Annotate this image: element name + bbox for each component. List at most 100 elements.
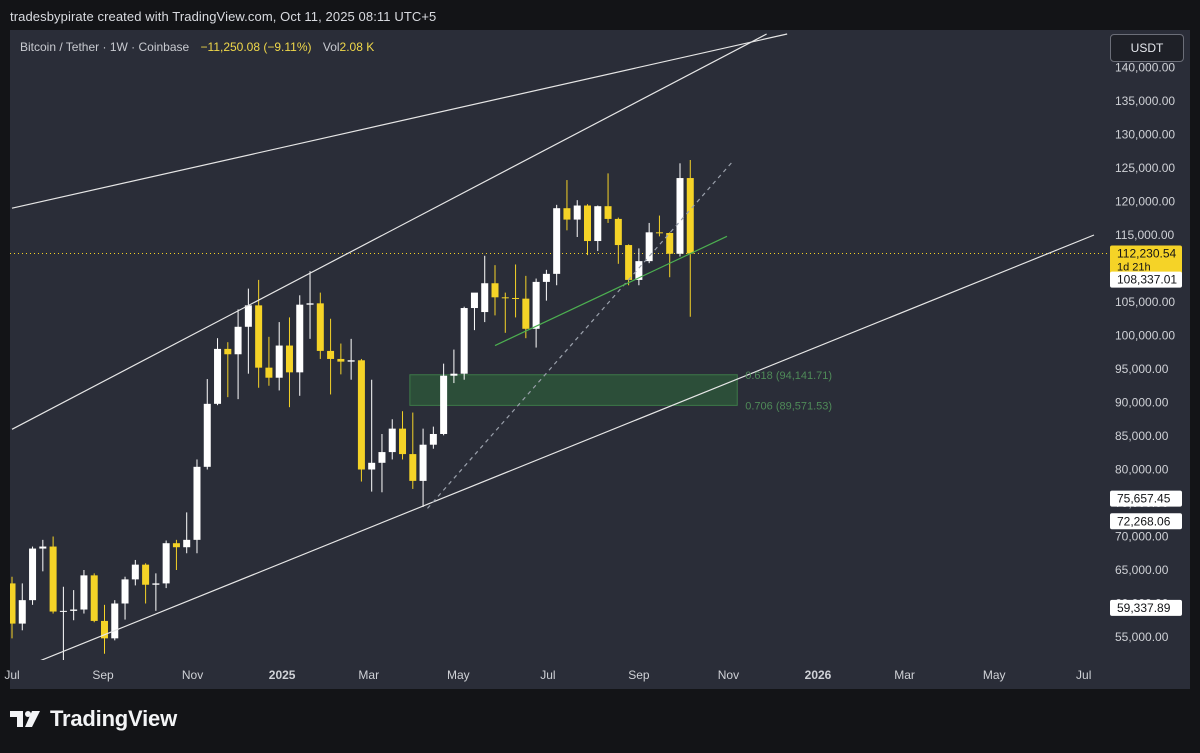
candle-body: [337, 358, 345, 362]
fib-zone: [409, 374, 738, 406]
candle-body: [440, 375, 448, 434]
candle-body: [152, 583, 160, 585]
price-tag-label: 72,268.06: [1117, 514, 1171, 528]
x-tick-label: Jul: [540, 668, 555, 682]
candle-body: [563, 208, 571, 220]
currency-button[interactable]: USDT: [1110, 34, 1184, 62]
y-tick-label: 105,000.00: [1115, 295, 1175, 309]
candle-body: [573, 205, 581, 220]
candle-body: [183, 539, 191, 548]
candle-body: [625, 245, 633, 280]
fib-label: 0.618 (94,141.71): [745, 370, 832, 382]
candle-body: [460, 308, 468, 374]
candle-body: [131, 564, 139, 580]
candle-body: [80, 575, 88, 610]
current-price-tag: [1110, 245, 1182, 276]
candle-body: [491, 283, 499, 298]
candle-body: [522, 298, 530, 329]
candle-body: [604, 206, 612, 219]
candle-body: [614, 218, 622, 246]
candle-body: [635, 261, 643, 280]
price-tag-label: 75,657.45: [1117, 492, 1171, 506]
candle-body: [481, 283, 489, 313]
current-price-label: 112,230.54: [1117, 247, 1176, 261]
y-tick-label: 140,000.00: [1115, 61, 1175, 75]
candle-body: [532, 281, 540, 329]
brand-name: TradingView: [50, 706, 177, 731]
trendline-mid-trendline: [427, 160, 734, 509]
candle-body: [39, 546, 47, 549]
candle-body: [10, 583, 16, 624]
candle-body: [70, 609, 78, 611]
y-tick-label: 90,000.00: [1115, 396, 1169, 410]
volume-value: 2.08 K: [339, 40, 375, 54]
x-tick-label: Nov: [718, 668, 739, 682]
candle-body: [214, 348, 222, 404]
y-tick-label: 120,000.00: [1115, 195, 1175, 209]
volume-label: Vol: [322, 40, 340, 54]
price-change: −11,250.08 (−9.11%): [200, 40, 312, 54]
candle-body: [59, 610, 67, 612]
candle-body: [172, 543, 180, 548]
x-tick-label: Jul: [4, 668, 19, 682]
trendline-channel-top: [11, 33, 767, 430]
candle-body: [584, 205, 592, 242]
candle-body: [676, 178, 684, 254]
candle-body: [296, 304, 304, 373]
candle-body: [18, 600, 26, 624]
y-tick-label: 80,000.00: [1115, 463, 1169, 477]
trendline-outer-channel-top: [11, 33, 788, 209]
candle-body: [224, 348, 232, 355]
x-tick-label: May: [447, 668, 470, 682]
y-tick-label: 125,000.00: [1115, 161, 1175, 175]
y-tick-label: 135,000.00: [1115, 94, 1175, 108]
candle-body: [470, 292, 478, 309]
x-tick-label: Jul: [1076, 668, 1091, 682]
candle-body: [121, 579, 129, 604]
y-tick-label: 95,000.00: [1115, 362, 1169, 376]
candle-body: [686, 178, 694, 254]
candle-body: [265, 367, 273, 378]
candle-body: [255, 305, 263, 368]
y-tick-label: 65,000.00: [1115, 563, 1169, 577]
tradingview-logo: TradingView: [10, 706, 177, 732]
price-tag: [1110, 513, 1182, 530]
trendline-green-support: [494, 235, 728, 347]
tradingview-logo-icon: [10, 711, 40, 727]
chart-panel[interactable]: [10, 30, 1190, 689]
trendline-channel-bottom: [40, 234, 1095, 660]
candle-body: [512, 297, 520, 299]
candle-body: [90, 575, 98, 621]
x-tick-label: May: [983, 668, 1006, 682]
candle-body: [203, 403, 211, 467]
x-tick-label: Nov: [182, 668, 203, 682]
candle-body: [368, 462, 376, 470]
symbol-legend: Bitcoin / Tether · 1W · Coinbase −11,250…: [20, 40, 374, 54]
candle-body: [409, 454, 417, 481]
chart-caption: tradesbypirate created with TradingView.…: [10, 9, 437, 24]
candle-body: [234, 326, 242, 355]
y-tick-label: 115,000.00: [1115, 228, 1174, 242]
countdown-label: 1d 21h: [1117, 262, 1151, 274]
x-tick-label: Sep: [628, 668, 650, 682]
candle-body: [419, 444, 427, 481]
price-tag: [1110, 599, 1182, 616]
price-tag: [1110, 271, 1182, 288]
candle-body: [645, 232, 653, 262]
y-tick-label: 70,000.00: [1115, 530, 1169, 544]
price-tag-label: 108,337.01: [1117, 273, 1177, 287]
x-tick-label: Mar: [358, 668, 379, 682]
candle-body: [542, 273, 550, 282]
candle-body: [399, 428, 407, 455]
candle-body: [49, 546, 57, 612]
candle-body: [244, 305, 252, 327]
candle-body: [594, 206, 602, 242]
symbol-name[interactable]: Bitcoin / Tether · 1W · Coinbase: [20, 40, 190, 54]
top-bar: tradesbypirate created with TradingView.…: [0, 0, 1200, 30]
fib-label: 0.706 (89,571.53): [745, 400, 832, 412]
candle-body: [29, 548, 37, 601]
candle-body: [111, 603, 119, 639]
candle-body: [306, 303, 314, 305]
x-tick-label: Mar: [894, 668, 915, 682]
